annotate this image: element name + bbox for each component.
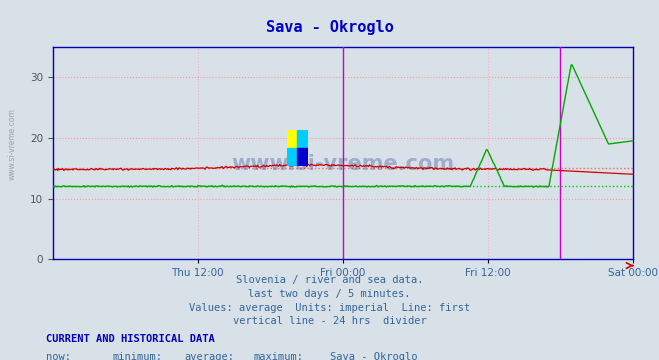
Text: Values: average  Units: imperial  Line: first: Values: average Units: imperial Line: fi… (189, 303, 470, 313)
Text: now:: now: (46, 352, 71, 360)
Bar (297, 130, 308, 148)
Text: minimum:: minimum: (112, 352, 162, 360)
Text: Sava - Okroglo: Sava - Okroglo (266, 20, 393, 35)
Bar (287, 148, 297, 166)
Text: vertical line - 24 hrs  divider: vertical line - 24 hrs divider (233, 316, 426, 327)
Text: maximum:: maximum: (254, 352, 304, 360)
Bar (297, 148, 308, 166)
Bar (287, 130, 297, 148)
Text: average:: average: (185, 352, 235, 360)
Text: Sava - Okroglo: Sava - Okroglo (330, 352, 417, 360)
Text: www.si-vreme.com: www.si-vreme.com (231, 154, 454, 174)
Text: Slovenia / river and sea data.: Slovenia / river and sea data. (236, 275, 423, 285)
Text: CURRENT AND HISTORICAL DATA: CURRENT AND HISTORICAL DATA (46, 334, 215, 344)
Text: last two days / 5 minutes.: last two days / 5 minutes. (248, 289, 411, 299)
Text: www.si-vreme.com: www.si-vreme.com (8, 108, 17, 180)
